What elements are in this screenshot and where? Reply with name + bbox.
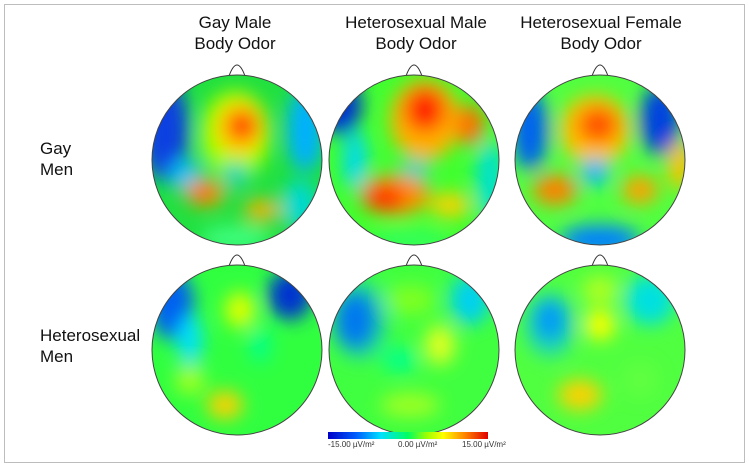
map-hetero-men-hetero-female-odor [514, 254, 686, 436]
row-label-line2: Men [40, 347, 74, 366]
row-label-line1: Gay [40, 139, 72, 158]
column-title-line2: Body Odor [560, 34, 642, 53]
map-hetero-men-gay-male-odor [151, 254, 323, 436]
column-title-line1: Gay Male [198, 13, 272, 32]
column-title-line1: Heterosexual Female [520, 13, 682, 32]
colorbar [328, 432, 488, 439]
map-gay-men-hetero-male-odor [328, 64, 500, 246]
map-hetero-men-hetero-male-odor [328, 254, 500, 436]
colorbar-min-label: -15.00 µV/m² [328, 440, 375, 449]
nose-marker [591, 64, 609, 77]
map-gay-men-hetero-female-odor [514, 64, 686, 246]
column-title-hetero-male-odor: Heterosexual Male Body Odor [321, 12, 511, 54]
row-label-gay-men: Gay Men [40, 138, 150, 180]
nose-marker [228, 254, 246, 267]
column-title-gay-male-odor: Gay Male Body Odor [140, 12, 330, 54]
nose-marker [405, 64, 423, 77]
nose-marker [228, 64, 246, 77]
nose-marker [591, 254, 609, 267]
column-title-line2: Body Odor [194, 34, 276, 53]
row-label-heterosexual-men: Heterosexual Men [40, 325, 150, 367]
row-label-line1: Heterosexual [40, 326, 141, 345]
nose-marker [405, 254, 423, 267]
colorbar-max-label: 15.00 µV/m² [462, 440, 506, 449]
colorbar-mid-label: 0.00 µV/m² [398, 440, 438, 449]
column-title-hetero-female-odor: Heterosexual Female Body Odor [506, 12, 696, 54]
row-label-line2: Men [40, 160, 74, 179]
map-gay-men-gay-male-odor [151, 64, 323, 246]
column-title-line2: Body Odor [375, 34, 457, 53]
column-title-line1: Heterosexual Male [345, 13, 487, 32]
